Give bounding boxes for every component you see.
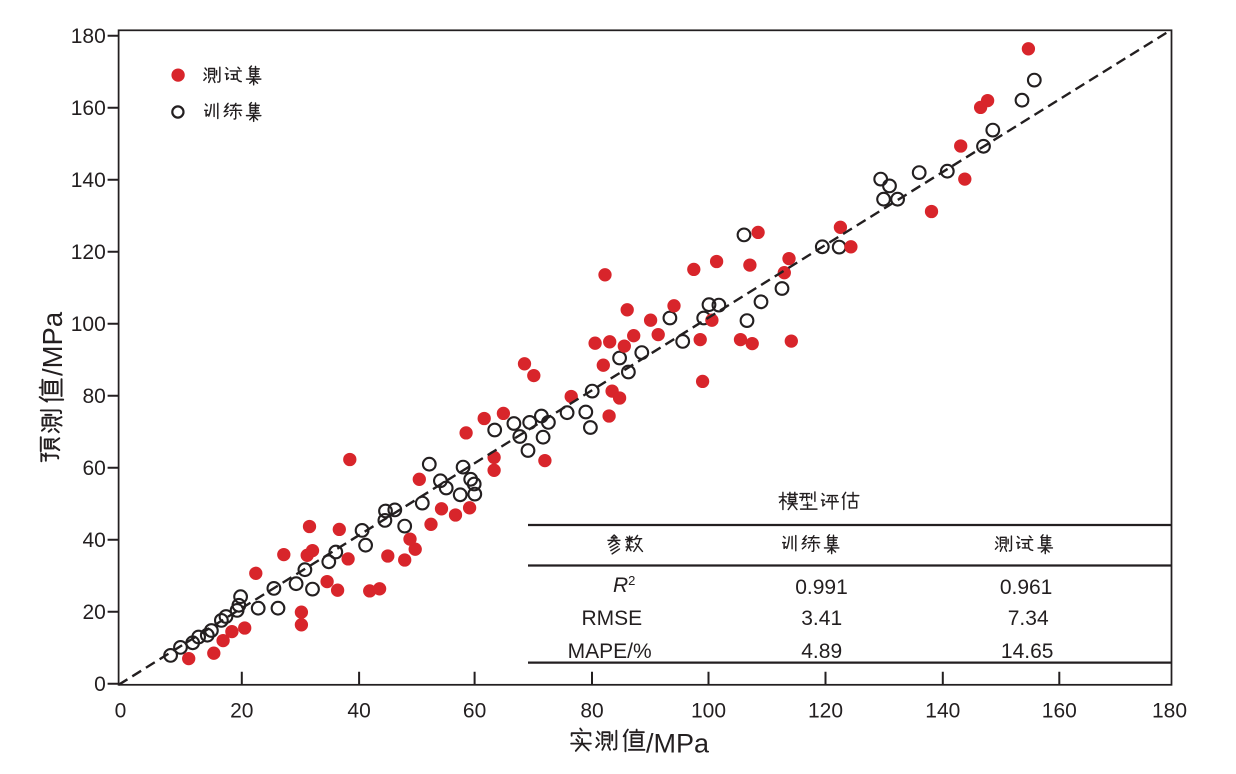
svg-text:/MPa: /MPa <box>37 311 68 376</box>
svg-text:100: 100 <box>691 700 726 723</box>
svg-text:140: 140 <box>925 700 960 723</box>
svg-text:160: 160 <box>1042 700 1077 723</box>
svg-text:20: 20 <box>82 601 105 624</box>
svg-text:/MPa: /MPa <box>646 729 710 759</box>
svg-text:MAPE/%: MAPE/% <box>568 640 652 663</box>
svg-text:0: 0 <box>94 673 106 696</box>
svg-text:60: 60 <box>82 457 105 480</box>
svg-text:160: 160 <box>71 97 106 120</box>
svg-text:180: 180 <box>1152 700 1187 723</box>
svg-text:4.89: 4.89 <box>801 640 842 663</box>
svg-text:60: 60 <box>463 700 486 723</box>
svg-text:0.961: 0.961 <box>1000 576 1053 599</box>
svg-text:20: 20 <box>230 700 253 723</box>
svg-text:RMSE: RMSE <box>581 607 642 630</box>
svg-text:180: 180 <box>71 25 106 48</box>
svg-text:120: 120 <box>71 241 106 264</box>
svg-text:140: 140 <box>71 169 106 192</box>
svg-text:40: 40 <box>347 700 370 723</box>
svg-text:120: 120 <box>808 700 843 723</box>
svg-text:0: 0 <box>115 700 127 723</box>
svg-text:80: 80 <box>580 700 603 723</box>
svg-text:100: 100 <box>71 313 106 336</box>
svg-text:7.34: 7.34 <box>1008 607 1049 630</box>
svg-text:14.65: 14.65 <box>1001 640 1054 663</box>
svg-text:0.991: 0.991 <box>795 576 848 599</box>
svg-text:3.41: 3.41 <box>801 607 842 630</box>
svg-text:80: 80 <box>82 385 105 408</box>
svg-text:40: 40 <box>82 529 105 552</box>
